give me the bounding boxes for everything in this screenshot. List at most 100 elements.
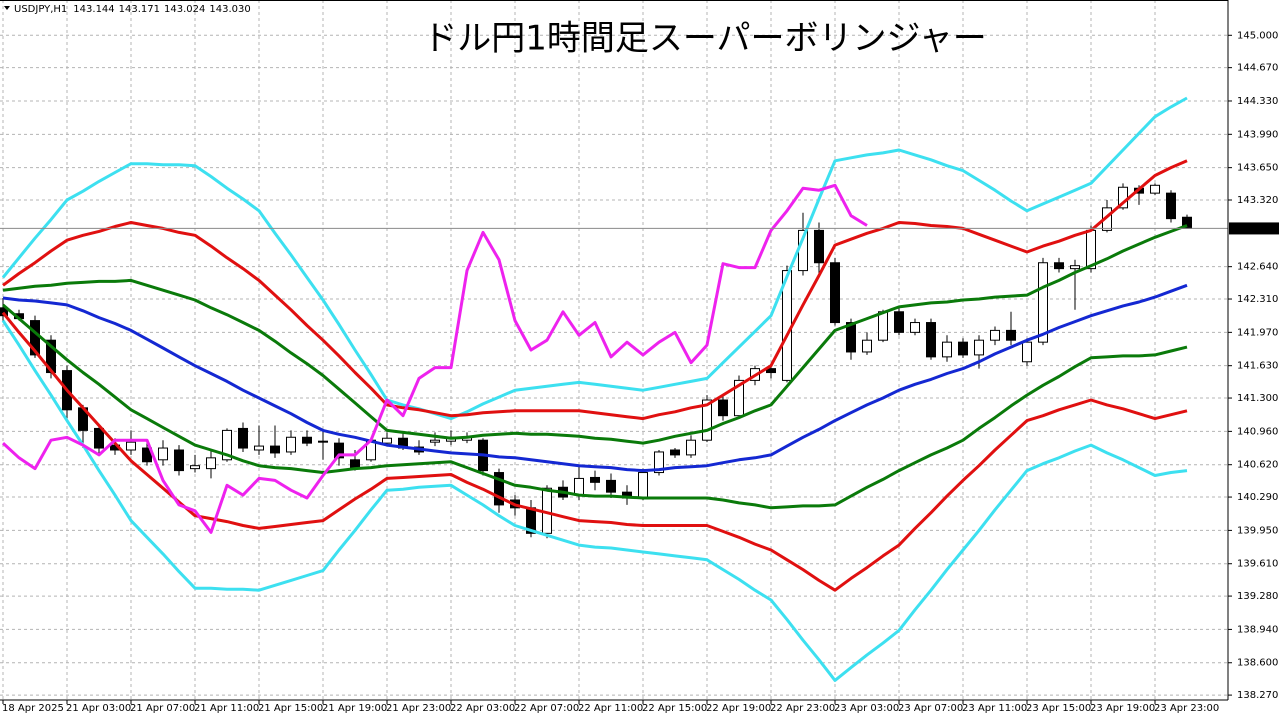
candle-body: [702, 399, 712, 441]
candle-body: [126, 441, 136, 451]
x-tick-label: 23 Apr 11:00: [962, 703, 1027, 714]
open-label: 143.144: [73, 4, 114, 15]
y-tick-label: 143.650: [1237, 163, 1278, 174]
x-tick-label: 22 Apr 11:00: [578, 703, 643, 714]
y-tick-label: 140.960: [1237, 426, 1278, 437]
x-tick-label: 23 Apr 23:00: [1154, 703, 1219, 714]
candle-body: [254, 445, 264, 451]
candle-body: [910, 322, 920, 333]
x-tick-label: 22 Apr 15:00: [642, 703, 707, 714]
candle-body: [190, 465, 200, 470]
candle-body: [1150, 184, 1160, 194]
candle-body: [158, 447, 168, 461]
candle-body: [942, 341, 952, 358]
candle-body: [174, 449, 184, 472]
y-tick-label: 143.990: [1237, 129, 1278, 140]
band-line: [2, 159, 1188, 421]
x-tick-label: 21 Apr 23:00: [386, 703, 451, 714]
y-tick-label: 138.940: [1237, 624, 1278, 635]
symbol: USDJPY,H1: [14, 4, 67, 15]
candle-body: [334, 442, 344, 459]
current-price-box: [1229, 222, 1279, 235]
candle-body: [382, 437, 392, 444]
candle-body: [830, 262, 840, 324]
y-tick-label: 141.300: [1237, 393, 1278, 404]
x-tick-label: 21 Apr 07:00: [130, 703, 195, 714]
x-tick-label: 21 Apr 15:00: [258, 703, 323, 714]
candle-body: [670, 449, 680, 456]
current-price-label: 143.030: [1237, 223, 1278, 234]
candle-body: [990, 329, 1000, 341]
x-tick-label: 22 Apr 23:00: [770, 703, 835, 714]
bands: [0, 96, 1228, 682]
x-tick-label: 23 Apr 15:00: [1026, 703, 1091, 714]
candle-body: [1022, 341, 1032, 363]
low-label: 143.024: [164, 4, 205, 15]
y-tick-label: 141.630: [1237, 361, 1278, 372]
candle-body: [206, 457, 216, 470]
y-tick-label: 139.280: [1237, 591, 1278, 602]
candle-body: [318, 440, 328, 443]
candle-body: [430, 439, 440, 443]
x-tick-label: 23 Apr 07:00: [898, 703, 963, 714]
candle-body: [766, 368, 776, 374]
x-tick-label: 21 Apr 11:00: [194, 703, 259, 714]
candle-body: [814, 229, 824, 264]
candle-body: [846, 322, 856, 353]
x-tick-label: 22 Apr 19:00: [706, 703, 771, 714]
y-tick-label: 142.640: [1237, 262, 1278, 273]
candle-body: [286, 436, 296, 453]
y-tick-label: 144.330: [1237, 96, 1278, 107]
y-tick-label: 144.670: [1237, 63, 1278, 74]
candle-body: [926, 322, 936, 358]
band-line: [1, 96, 1188, 421]
band-line: [1, 319, 1188, 682]
band-line: [2, 303, 1188, 510]
candle-body: [718, 399, 728, 417]
x-tick-label: 18 Apr 2025: [2, 703, 64, 714]
candle-body: [958, 341, 968, 356]
high-label: 143.171: [119, 4, 160, 15]
candle-body: [238, 427, 248, 449]
y-tick-label: 140.620: [1237, 460, 1278, 471]
x-tick-label: 22 Apr 07:00: [514, 703, 579, 714]
candle-body: [734, 379, 744, 417]
candle-body: [1070, 265, 1080, 270]
x-tick-label: 23 Apr 19:00: [1090, 703, 1155, 714]
y-tick-label: 142.310: [1237, 294, 1278, 305]
y-tick-label: 145.000: [1237, 30, 1278, 41]
menu-arrow: [4, 6, 10, 10]
x-tick-label: 21 Apr 03:00: [66, 703, 131, 714]
y-tick-label: 139.950: [1237, 525, 1278, 536]
grid: [0, 0, 1228, 700]
candle-body: [590, 476, 600, 483]
candle-body: [302, 436, 312, 444]
candle-body: [0, 307, 8, 317]
y-tick-label: 138.270: [1237, 690, 1278, 701]
y-tick-label: 141.970: [1237, 327, 1278, 338]
chart-header: USDJPY,H1 143.144 143.171 143.024 143.030: [14, 4, 251, 15]
candle-body: [1038, 262, 1048, 343]
candle-body: [606, 479, 616, 493]
candle-body: [1166, 192, 1176, 220]
candle-body: [1054, 262, 1064, 270]
candle-body: [862, 339, 872, 353]
close-label: 143.030: [209, 4, 250, 15]
candle-body: [638, 472, 648, 499]
y-tick-label: 140.290: [1237, 492, 1278, 503]
band-line: [1, 183, 868, 534]
x-tick-label: 22 Apr 03:00: [450, 703, 515, 714]
candle-body: [222, 429, 232, 461]
candle-body: [686, 439, 696, 456]
x-tick-label: 23 Apr 03:00: [834, 703, 899, 714]
y-tick-label: 139.610: [1237, 559, 1278, 570]
candle-body: [94, 427, 104, 449]
candle-body: [494, 472, 504, 506]
candle-body: [574, 477, 584, 496]
candle-body: [1006, 329, 1016, 341]
chart-title: ドル円1時間足スーパーボリンジャー: [423, 19, 987, 59]
y-tick-label: 138.600: [1237, 658, 1278, 669]
